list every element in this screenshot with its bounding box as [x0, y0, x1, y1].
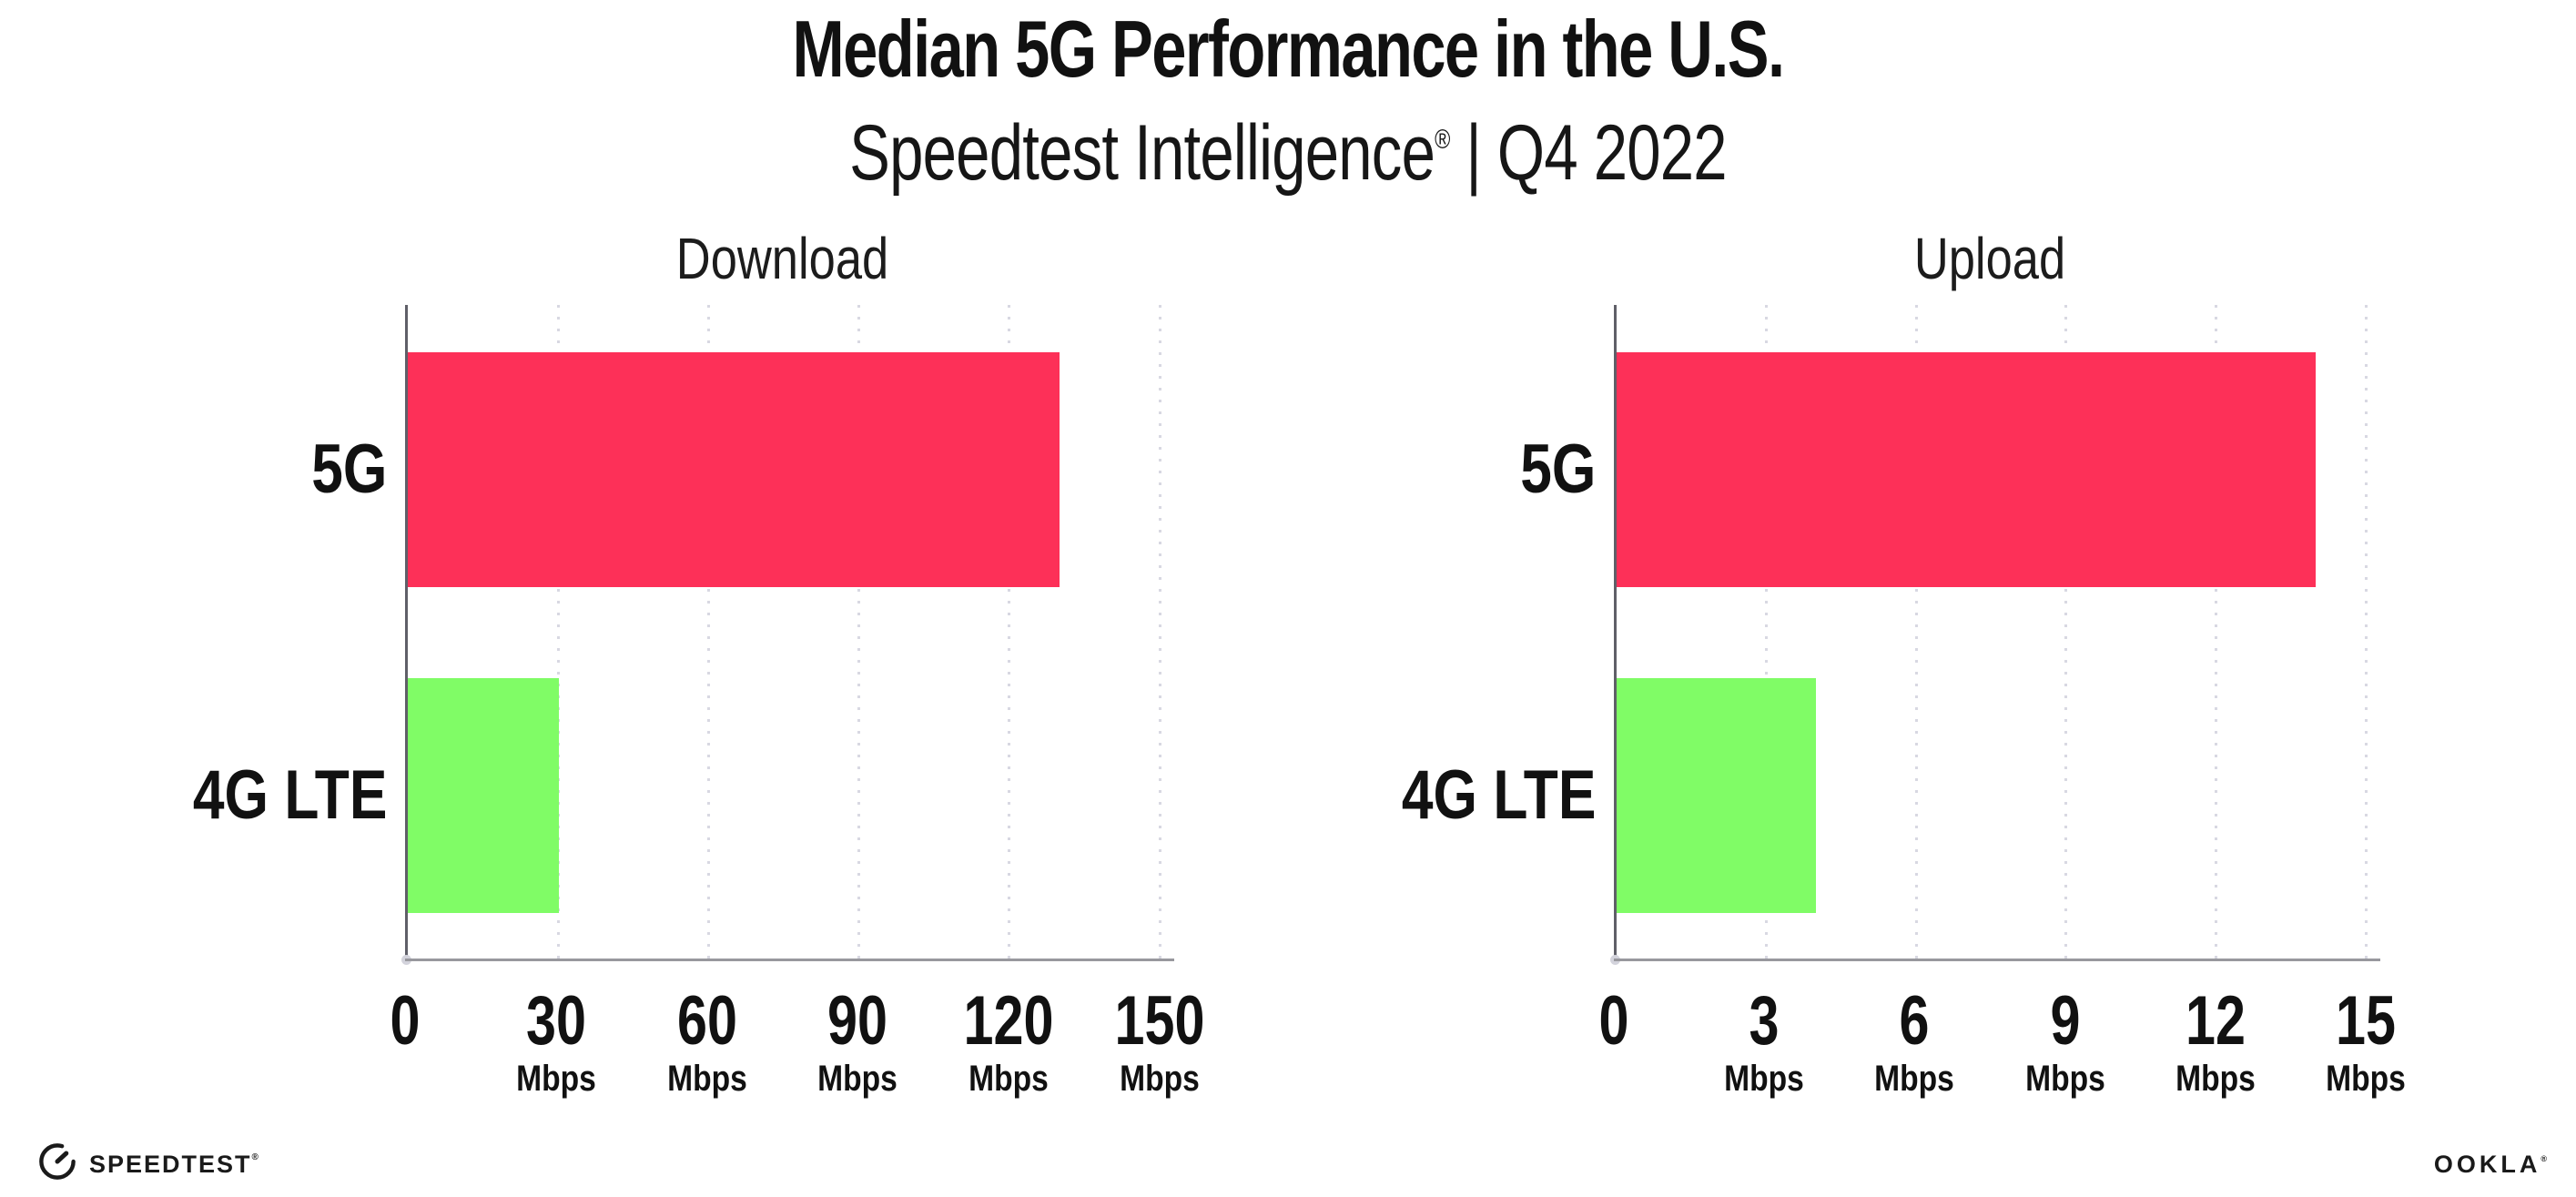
gridline — [1008, 305, 1011, 959]
category-label-5g: 5G — [310, 431, 387, 508]
gridline — [1158, 305, 1161, 959]
page-subtitle: Speedtest Intelligence® | Q4 2022 — [283, 95, 2292, 198]
x-tick-label: 15 — [2336, 982, 2396, 1060]
x-tick-label: 60 — [676, 982, 737, 1060]
x-tick-unit: Mbps — [2175, 1059, 2256, 1099]
x-tick: 90 Mbps — [810, 982, 905, 1100]
x-tick-label: 90 — [827, 982, 888, 1060]
category-axis: 5G 4G LTE — [137, 305, 387, 959]
x-tick: 120 Mbps — [951, 982, 1067, 1100]
gridline — [706, 305, 710, 959]
x-tick-unit: Mbps — [666, 1059, 747, 1099]
speedtest-text: SPEEDTEST — [89, 1151, 252, 1178]
x-tick: 60 Mbps — [659, 982, 754, 1100]
bar-5g — [408, 352, 1060, 587]
plot-area — [401, 305, 1174, 965]
x-tick: 0 — [1595, 986, 1633, 1057]
speedtest-gauge-icon — [39, 1142, 76, 1180]
x-tick-label: 150 — [1114, 982, 1205, 1060]
x-tick-unit: Mbps — [817, 1059, 898, 1099]
category-axis: 5G 4G LTE — [1345, 305, 1596, 959]
x-tick-unit: Mbps — [2326, 1059, 2406, 1099]
x-tick: 0 — [386, 986, 424, 1057]
value-axis: 0 30 Mbps 60 Mbps 90 Mbps 120 Mbps 150 Mbps — [390, 982, 1205, 1113]
chart-title-download: Download — [675, 226, 889, 291]
x-tick-unit: Mbps — [1874, 1059, 1955, 1099]
registered-mark: ® — [1435, 125, 1450, 155]
ookla-text: OOKLA — [2433, 1151, 2541, 1178]
x-tick: 15 Mbps — [2318, 982, 2413, 1100]
x-tick: 3 Mbps — [1717, 982, 1811, 1100]
chart-title-upload: Upload — [1913, 226, 2066, 291]
category-label-5g: 5G — [1519, 431, 1596, 508]
bar-4g-lte — [1617, 678, 1817, 913]
x-tick-unit: Mbps — [969, 1059, 1050, 1099]
plot-area — [1610, 305, 2380, 965]
speedtest-registered-mark: ® — [251, 1152, 259, 1162]
x-tick-label: 0 — [1598, 982, 1629, 1060]
x-tick-label: 30 — [525, 982, 586, 1060]
ookla-logo: OOKLA® — [2434, 1143, 2547, 1180]
x-tick-label: 9 — [2050, 982, 2081, 1060]
x-tick-label: 12 — [2185, 982, 2246, 1060]
speedtest-wordmark: SPEEDTEST® — [89, 1137, 259, 1185]
value-axis: 0 3 Mbps 6 Mbps 9 Mbps 12 Mbps 15 Mbps — [1599, 982, 2406, 1113]
category-label-4g-lte: 4G LTE — [1401, 756, 1596, 834]
gridline — [2214, 305, 2217, 959]
x-tick-unit: Mbps — [2024, 1059, 2105, 1099]
gridline — [857, 305, 861, 959]
x-tick: 150 Mbps — [1102, 982, 1218, 1100]
x-tick-label: 3 — [1749, 982, 1780, 1060]
gridline — [556, 305, 560, 959]
x-tick-unit: Mbps — [1120, 1059, 1200, 1099]
gridline — [1765, 305, 1769, 959]
gridline — [2064, 305, 2068, 959]
page-title: Median 5G Performance in the U.S. — [792, 4, 1785, 94]
gridline — [1914, 305, 1918, 959]
bar-5g — [1617, 352, 2317, 587]
bar-4g-lte — [408, 678, 560, 913]
subtitle-product: Speedtest Intelligence — [849, 109, 1435, 197]
subtitle-period: | Q4 2022 — [1449, 109, 1727, 197]
category-label-4g-lte: 4G LTE — [192, 756, 387, 834]
x-tick: 6 Mbps — [1867, 982, 1962, 1100]
speedtest-logo: SPEEDTEST® — [36, 1137, 259, 1185]
x-tick-unit: Mbps — [1724, 1059, 1805, 1099]
gridline — [2364, 305, 2368, 959]
x-tick: 12 Mbps — [2168, 982, 2263, 1100]
x-tick-label: 0 — [390, 982, 421, 1060]
x-tick-label: 120 — [963, 982, 1054, 1060]
x-tick-unit: Mbps — [515, 1059, 596, 1099]
ookla-registered-mark: ® — [2541, 1154, 2547, 1163]
x-tick: 30 Mbps — [509, 982, 603, 1100]
x-tick: 9 Mbps — [2017, 982, 2112, 1100]
x-tick-label: 6 — [1899, 982, 1930, 1060]
